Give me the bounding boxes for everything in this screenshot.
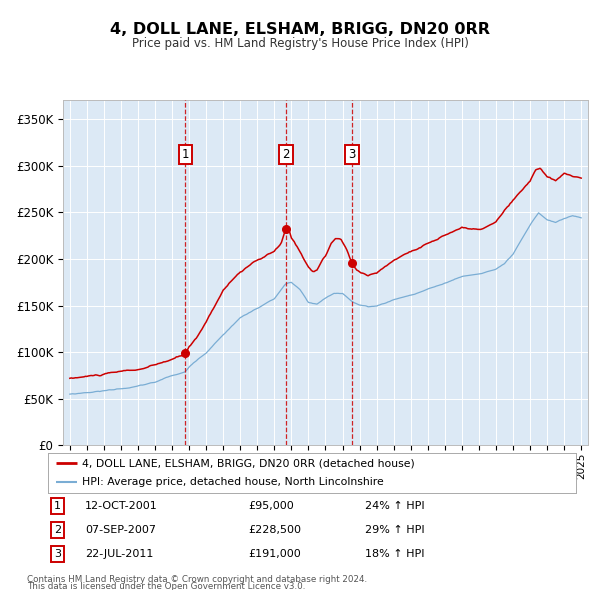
Text: 4, DOLL LANE, ELSHAM, BRIGG, DN20 0RR (detached house): 4, DOLL LANE, ELSHAM, BRIGG, DN20 0RR (d… bbox=[82, 458, 415, 468]
Text: 07-SEP-2007: 07-SEP-2007 bbox=[85, 525, 156, 535]
Text: £191,000: £191,000 bbox=[248, 549, 301, 559]
Text: 3: 3 bbox=[54, 549, 61, 559]
Text: £228,500: £228,500 bbox=[248, 525, 302, 535]
Text: This data is licensed under the Open Government Licence v3.0.: This data is licensed under the Open Gov… bbox=[27, 582, 305, 590]
Text: £95,000: £95,000 bbox=[248, 501, 295, 511]
Text: 2: 2 bbox=[282, 148, 290, 161]
Text: 2: 2 bbox=[54, 525, 61, 535]
Text: 24% ↑ HPI: 24% ↑ HPI bbox=[365, 501, 424, 511]
Text: 1: 1 bbox=[182, 148, 189, 161]
Text: Contains HM Land Registry data © Crown copyright and database right 2024.: Contains HM Land Registry data © Crown c… bbox=[27, 575, 367, 584]
Text: 22-JUL-2011: 22-JUL-2011 bbox=[85, 549, 154, 559]
Text: 18% ↑ HPI: 18% ↑ HPI bbox=[365, 549, 424, 559]
Text: 1: 1 bbox=[54, 501, 61, 511]
Text: 29% ↑ HPI: 29% ↑ HPI bbox=[365, 525, 424, 535]
Text: 4, DOLL LANE, ELSHAM, BRIGG, DN20 0RR: 4, DOLL LANE, ELSHAM, BRIGG, DN20 0RR bbox=[110, 22, 490, 37]
Text: 12-OCT-2001: 12-OCT-2001 bbox=[85, 501, 158, 511]
Text: Price paid vs. HM Land Registry's House Price Index (HPI): Price paid vs. HM Land Registry's House … bbox=[131, 37, 469, 50]
Text: 3: 3 bbox=[348, 148, 356, 161]
Text: HPI: Average price, detached house, North Lincolnshire: HPI: Average price, detached house, Nort… bbox=[82, 477, 384, 487]
